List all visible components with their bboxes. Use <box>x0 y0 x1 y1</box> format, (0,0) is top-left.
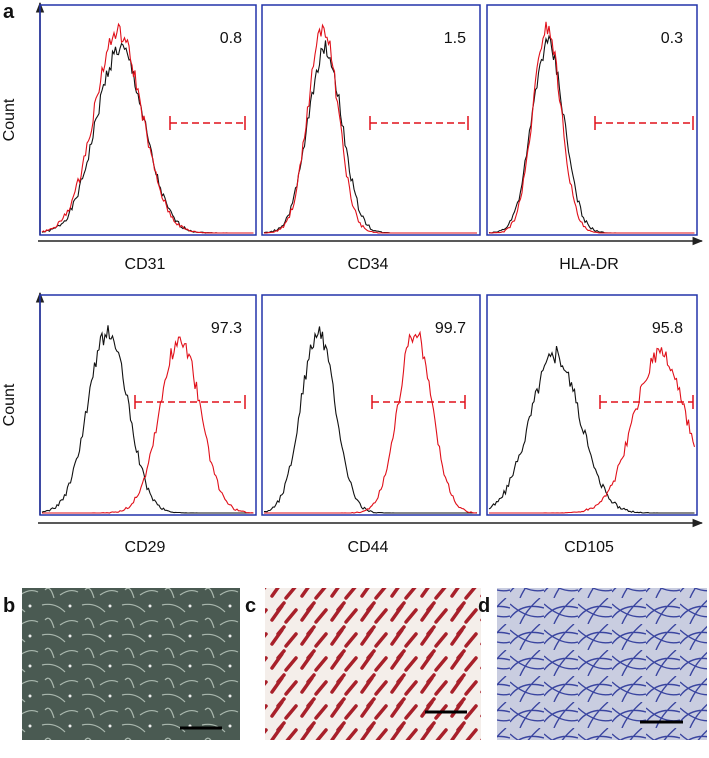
marker-label: CD105 <box>564 539 614 556</box>
histogram <box>41 325 254 514</box>
histogram <box>41 22 254 234</box>
histogram <box>42 336 254 514</box>
plot-frame <box>486 294 698 516</box>
plot-frame <box>486 4 698 236</box>
percentage: 99.7 <box>435 320 466 337</box>
histogram <box>264 330 478 514</box>
panel-label: d <box>478 595 490 617</box>
percentage: 0.3 <box>661 30 683 47</box>
marker-label: HLA-DR <box>559 256 619 273</box>
plot-frame <box>261 294 481 516</box>
panel-label: b <box>3 595 15 617</box>
histogram <box>488 21 695 234</box>
micrograph <box>22 588 240 740</box>
histogram <box>489 347 696 514</box>
percentage: 97.3 <box>211 320 242 337</box>
histogram <box>488 345 695 514</box>
micrograph <box>497 588 707 740</box>
micrograph <box>265 588 481 740</box>
marker-label: CD34 <box>348 256 389 273</box>
plot-frame <box>39 294 257 516</box>
marker-label: CD29 <box>125 539 166 556</box>
histogram <box>263 40 477 234</box>
marker-label: CD44 <box>348 539 389 556</box>
plot-frame <box>39 4 257 236</box>
percentage: 0.8 <box>220 30 242 47</box>
axis-label: Count <box>1 98 18 141</box>
percentage: 1.5 <box>444 30 466 47</box>
histogram <box>263 326 477 514</box>
marker-label: CD31 <box>125 256 166 273</box>
histogram <box>488 34 695 234</box>
axis-label: Count <box>1 383 18 426</box>
plot-frame <box>261 4 481 236</box>
panel-label: a <box>3 1 15 23</box>
percentage: 95.8 <box>652 320 683 337</box>
panel-label: c <box>245 595 256 617</box>
histogram <box>263 23 477 234</box>
